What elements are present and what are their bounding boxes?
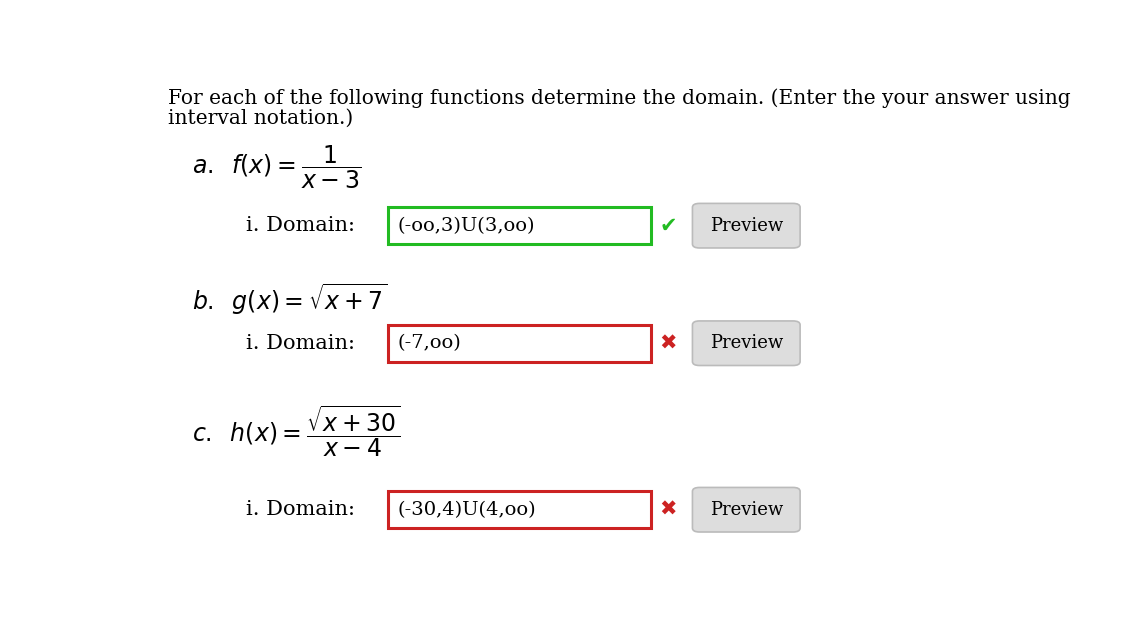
Text: ✖: ✖ [659, 333, 677, 353]
Text: i. Domain:: i. Domain: [246, 501, 355, 519]
FancyBboxPatch shape [388, 492, 651, 528]
FancyBboxPatch shape [692, 321, 800, 366]
FancyBboxPatch shape [692, 487, 800, 532]
FancyBboxPatch shape [388, 325, 651, 362]
Text: (-7,oo): (-7,oo) [397, 334, 460, 352]
Text: Preview: Preview [709, 334, 783, 352]
Text: For each of the following functions determine the domain. (Enter the your answer: For each of the following functions dete… [169, 88, 1071, 108]
Text: Preview: Preview [709, 501, 783, 519]
Text: (-30,4)U(4,oo): (-30,4)U(4,oo) [397, 501, 536, 519]
Text: (-oo,3)U(3,oo): (-oo,3)U(3,oo) [397, 217, 535, 235]
Text: $a.\;\; f(x) = \dfrac{1}{x-3}$: $a.\;\; f(x) = \dfrac{1}{x-3}$ [193, 143, 362, 191]
Text: i. Domain:: i. Domain: [246, 334, 355, 353]
Text: Preview: Preview [709, 217, 783, 235]
Text: ✔: ✔ [659, 216, 677, 236]
Text: $c.\;\; h(x) = \dfrac{\sqrt{x+30}}{x-4}$: $c.\;\; h(x) = \dfrac{\sqrt{x+30}}{x-4}$ [193, 403, 402, 459]
Text: interval notation.): interval notation.) [169, 109, 354, 128]
FancyBboxPatch shape [388, 207, 651, 244]
Text: i. Domain:: i. Domain: [246, 216, 355, 235]
FancyBboxPatch shape [692, 204, 800, 248]
Text: ✖: ✖ [659, 500, 677, 520]
Text: $b.\;\; g(x) = \sqrt{x+7}$: $b.\;\; g(x) = \sqrt{x+7}$ [193, 282, 388, 317]
